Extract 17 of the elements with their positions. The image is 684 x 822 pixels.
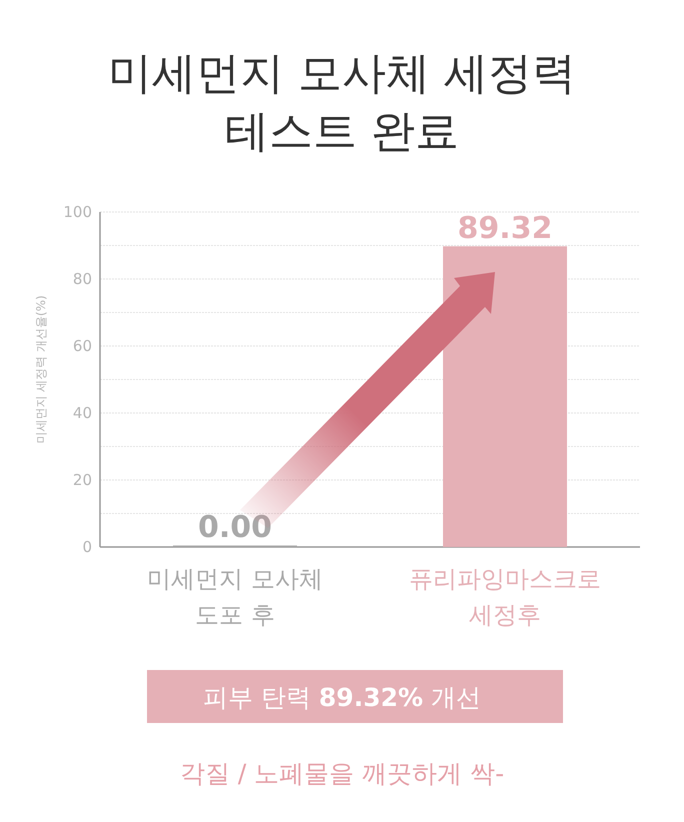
title: 테스트 완료 xyxy=(225,106,459,157)
value-label: 89.32 xyxy=(458,210,552,246)
category: 퓨리파잉마스크로 xyxy=(409,565,601,593)
ytick: 40 xyxy=(72,404,92,422)
category: 도포 후 xyxy=(195,601,275,629)
annotation: 피부 탄력 89.32% 개선 xyxy=(203,683,481,712)
ytick: 100 xyxy=(63,203,92,221)
title: 미세먼지 모사체 세정력 xyxy=(108,48,576,99)
category: 세정후 xyxy=(469,601,541,629)
annotation: 각질 / 노폐물을 깨끗하게 싹- xyxy=(180,759,504,788)
ytick: 0 xyxy=(82,538,92,556)
ytick: 80 xyxy=(72,270,92,288)
ytick: 20 xyxy=(72,471,92,489)
value-label: 0.00 xyxy=(198,510,272,545)
category: 미세먼지 모사체 xyxy=(147,565,323,593)
ytick: 60 xyxy=(72,337,92,355)
ylabel: 미세먼지 세정력 개선율(%) xyxy=(34,295,48,444)
